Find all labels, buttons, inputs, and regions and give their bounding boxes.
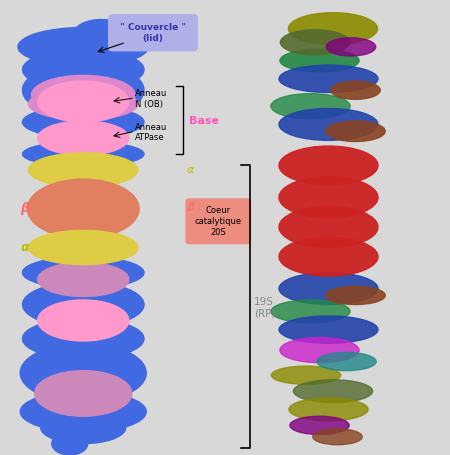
Ellipse shape (279, 316, 378, 344)
Ellipse shape (32, 76, 135, 115)
FancyBboxPatch shape (185, 199, 251, 245)
Ellipse shape (20, 391, 146, 432)
Ellipse shape (22, 142, 144, 167)
Text: Base: Base (189, 116, 219, 126)
Text: Anneau
ATPase: Anneau ATPase (135, 122, 167, 142)
Ellipse shape (280, 338, 359, 363)
Ellipse shape (326, 287, 385, 305)
Ellipse shape (313, 429, 362, 445)
Ellipse shape (279, 273, 378, 305)
Text: 19S
(RP): 19S (RP) (254, 296, 275, 318)
Ellipse shape (271, 300, 350, 323)
Ellipse shape (279, 66, 378, 93)
Text: " Couvercle "
(lid): " Couvercle " (lid) (120, 23, 186, 42)
Ellipse shape (40, 412, 126, 444)
Ellipse shape (28, 89, 138, 121)
Ellipse shape (279, 238, 378, 277)
Ellipse shape (289, 398, 368, 421)
FancyBboxPatch shape (108, 15, 198, 52)
Ellipse shape (22, 50, 144, 91)
Text: β: β (187, 202, 194, 212)
Ellipse shape (38, 263, 129, 297)
Ellipse shape (279, 109, 378, 141)
Ellipse shape (290, 416, 349, 435)
Ellipse shape (22, 318, 144, 359)
Text: α: α (20, 240, 29, 253)
Ellipse shape (28, 231, 138, 265)
Ellipse shape (52, 432, 88, 455)
Ellipse shape (22, 107, 144, 139)
Ellipse shape (293, 380, 373, 403)
Ellipse shape (279, 207, 378, 248)
Ellipse shape (326, 39, 376, 57)
Ellipse shape (317, 353, 376, 371)
Text: Coeur
catalytique
20S: Coeur catalytique 20S (195, 206, 242, 237)
Text: Anneau
N (OB): Anneau N (OB) (135, 89, 167, 108)
Ellipse shape (74, 20, 128, 48)
Text: α: α (187, 164, 194, 174)
Ellipse shape (27, 180, 139, 239)
Ellipse shape (20, 344, 146, 403)
Ellipse shape (288, 14, 378, 46)
Ellipse shape (28, 154, 138, 187)
Ellipse shape (22, 282, 144, 328)
Ellipse shape (279, 177, 378, 218)
Ellipse shape (331, 82, 380, 100)
Ellipse shape (271, 366, 341, 384)
Ellipse shape (326, 122, 385, 142)
Ellipse shape (22, 257, 144, 289)
Ellipse shape (34, 32, 79, 55)
Ellipse shape (280, 31, 350, 56)
Ellipse shape (35, 371, 132, 416)
Ellipse shape (38, 122, 129, 156)
Ellipse shape (280, 50, 359, 73)
Ellipse shape (22, 64, 144, 118)
Text: β: β (20, 202, 29, 215)
Ellipse shape (18, 29, 149, 67)
Ellipse shape (38, 82, 129, 123)
Ellipse shape (279, 147, 378, 186)
Ellipse shape (38, 300, 129, 341)
Ellipse shape (271, 95, 350, 120)
